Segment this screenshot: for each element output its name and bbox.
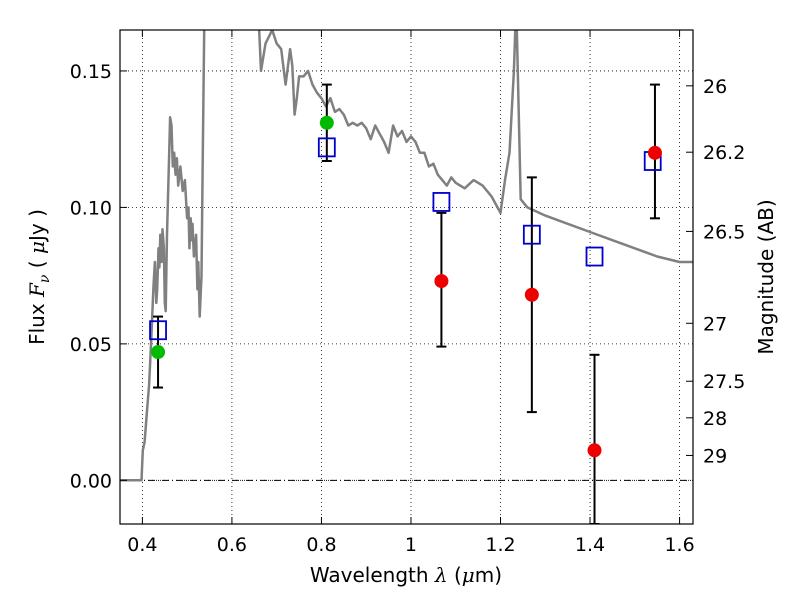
detection-point bbox=[151, 345, 166, 360]
x-tick-label: 1.6 bbox=[664, 534, 694, 556]
plot-area bbox=[120, 30, 693, 524]
y2-axis-label: Magnitude (AB) bbox=[754, 199, 778, 354]
low-sn-point bbox=[647, 145, 662, 160]
low-sn-point bbox=[434, 274, 449, 289]
low-sn-point bbox=[587, 443, 602, 458]
x-axis-label: Wavelength λ (μm) bbox=[310, 563, 502, 587]
y2-tick-label: 26.5 bbox=[703, 221, 745, 243]
x-tick-label: 1 bbox=[405, 534, 417, 556]
x-tick-label: 0.4 bbox=[127, 534, 157, 556]
plot-content bbox=[120, 30, 693, 524]
y2-tick-label: 27.5 bbox=[703, 371, 745, 393]
y2-tick-label: 26 bbox=[703, 76, 727, 98]
y2-tick-label: 26.2 bbox=[703, 142, 745, 164]
model-photometry-square bbox=[149, 320, 167, 341]
y-axis-label: Flux Fν ( μJy ) bbox=[25, 209, 53, 345]
model-photometry-square bbox=[522, 224, 541, 245]
y-tick-label: 0.15 bbox=[70, 61, 112, 83]
sed-model-line bbox=[120, 30, 693, 482]
model-photometry-square bbox=[585, 246, 604, 267]
model-photometry-square bbox=[317, 137, 336, 158]
y2-tick-label: 29 bbox=[703, 445, 727, 467]
x-tick-label: 0.8 bbox=[306, 534, 336, 556]
y2-tick-label: 28 bbox=[703, 408, 727, 430]
x-tick-label: 0.6 bbox=[217, 534, 247, 556]
y-tick-label: 0.10 bbox=[70, 197, 112, 219]
y-tick-label: 0.05 bbox=[70, 334, 112, 356]
low-sn-point bbox=[524, 287, 539, 302]
detection-point bbox=[319, 115, 334, 130]
y-tick-label: 0.00 bbox=[70, 470, 112, 492]
x-tick-label: 1.4 bbox=[575, 534, 605, 556]
x-tick-label: 1.2 bbox=[485, 534, 515, 556]
y2-tick-label: 27 bbox=[703, 313, 727, 335]
axis-ticks: 0.4 0.6 0.8 1 1.2 1.4 1.6 0.00 0.05 0.10 0.15 26 26.… bbox=[70, 30, 745, 556]
model-photometry-square bbox=[432, 192, 451, 212]
plot-frame bbox=[119, 29, 694, 525]
